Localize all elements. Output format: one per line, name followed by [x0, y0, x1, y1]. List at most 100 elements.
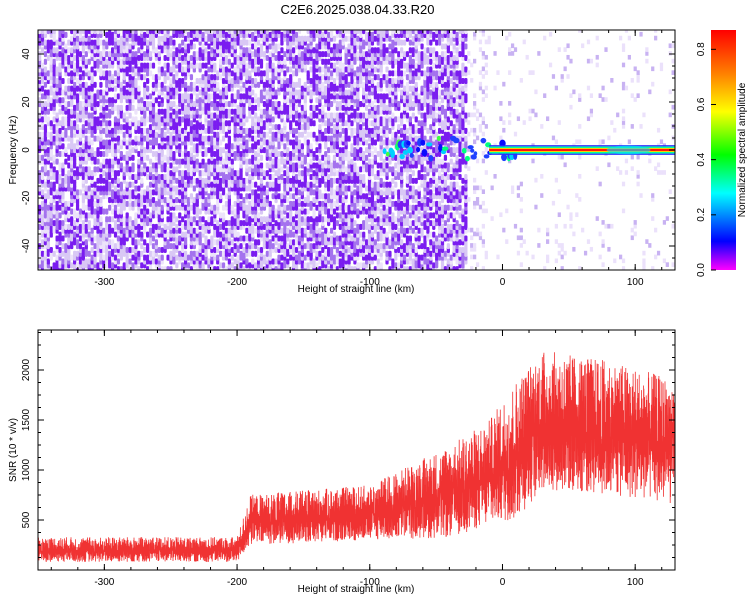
- spectrogram-cell: [227, 166, 231, 173]
- spectrogram-cell: [268, 239, 272, 246]
- spectrogram-cell: [329, 127, 334, 134]
- spectrogram-cell: [178, 108, 182, 115]
- spectrogram-cell: [344, 204, 348, 211]
- spectrogram-cell: [213, 74, 217, 81]
- spectrogram-cell: [303, 166, 307, 173]
- spectrogram-cell: [277, 204, 281, 211]
- spectrogram-cell: [64, 243, 68, 250]
- spectrogram-cell: [359, 223, 363, 230]
- spectrogram-cell: [201, 135, 205, 142]
- spectrogram-cell: [146, 85, 150, 92]
- spectrogram-cell: [55, 170, 59, 177]
- spectrogram-cell: [99, 51, 103, 58]
- spectrogram-cell: [341, 112, 345, 119]
- spectrogram-cell: [294, 127, 299, 134]
- spectrogram-cell: [178, 158, 182, 165]
- spectrogram-cell: [207, 43, 211, 50]
- spectrogram-cell: [344, 30, 348, 35]
- spectrogram-cell: [64, 158, 68, 165]
- spectrogram-cell: [52, 250, 56, 257]
- spectrogram-cell: [46, 39, 50, 46]
- spectrogram-cell: [219, 30, 223, 35]
- spectrogram-cell: [110, 227, 115, 234]
- spectrogram-cell: [303, 81, 307, 88]
- spectrogram-cell: [201, 150, 205, 157]
- spectrogram-cell: [192, 51, 196, 58]
- spectrogram-cell: [239, 30, 243, 35]
- spectrogram-cell: [283, 120, 287, 127]
- spectrogram-cell: [93, 39, 97, 46]
- spectrogram-cell: [251, 51, 255, 58]
- spectrogram-cell: [297, 139, 302, 146]
- spectrogram-cell: [277, 243, 281, 250]
- spectrogram-cell: [198, 97, 202, 104]
- spectrogram-cell: [178, 235, 182, 242]
- spectrogram-cell: [306, 35, 310, 42]
- spectrogram-cell: [186, 93, 191, 100]
- spectrogram-cell: [143, 189, 147, 196]
- spectrogram-cell: [169, 243, 173, 250]
- spectrogram-cell: [163, 266, 167, 270]
- spectrogram-cell: [102, 208, 106, 215]
- spectrogram-cell: [186, 31, 191, 38]
- spectrogram-cell: [192, 250, 196, 257]
- spectrogram-cell: [40, 131, 45, 138]
- spectrogram-cell: [256, 246, 261, 253]
- spectrogram-cell: [219, 193, 223, 200]
- spectrogram-cell: [154, 97, 159, 104]
- spectrogram-cell: [96, 262, 100, 269]
- spectrogram-cell: [84, 120, 88, 127]
- spectrogram-cell: [172, 166, 176, 173]
- spectrogram-cell: [134, 135, 138, 142]
- spectrogram-cell: [344, 174, 348, 181]
- spectrogram-cell: [221, 135, 226, 142]
- spectrogram-cell: [230, 116, 234, 123]
- spectrogram-cell: [143, 81, 147, 88]
- spectrogram-cell: [224, 131, 229, 138]
- spectrogram-cell: [128, 258, 132, 265]
- spectrogram-cell: [338, 212, 342, 219]
- spectrogram-cell: [254, 104, 258, 111]
- spectrogram-cell: [198, 231, 202, 238]
- spectrogram-cell: [312, 104, 316, 111]
- spectrogram-cell: [259, 162, 264, 169]
- spectrogram-cell: [268, 31, 272, 38]
- spectrogram-cell: [175, 70, 179, 77]
- spectrogram-cell: [265, 62, 269, 69]
- spectrogram-cell: [262, 197, 267, 204]
- spectrogram-cell: [289, 139, 293, 146]
- spectrogram-cell: [108, 120, 112, 127]
- spectrogram-cell: [175, 262, 179, 269]
- spectrogram-cell: [335, 66, 340, 73]
- spectrogram-cell: [259, 89, 264, 96]
- spectrogram-cell: [277, 193, 281, 200]
- spectrogram-cell: [55, 112, 59, 119]
- spectrogram-cell: [119, 124, 123, 131]
- spectrogram-cell: [67, 108, 71, 115]
- spectrogram-cell: [347, 135, 351, 142]
- spectrogram-cell: [318, 266, 322, 270]
- spectrogram-cell: [216, 239, 220, 246]
- spectrogram-cell: [146, 116, 150, 123]
- spectrogram-cell: [318, 189, 322, 196]
- spectrogram-cell: [262, 216, 267, 223]
- spectrogram-cell: [332, 189, 337, 196]
- spectrogram-cell: [146, 78, 150, 85]
- spectrogram-cell: [341, 197, 345, 204]
- spectrogram-cell: [178, 78, 182, 85]
- spectrogram-cell: [271, 258, 275, 265]
- spectrogram-cell: [271, 62, 275, 69]
- spectrogram-cell: [271, 193, 275, 200]
- spectrogram-cell: [38, 258, 42, 265]
- spectrogram-cell: [189, 81, 194, 88]
- spectrogram-cell: [239, 93, 243, 100]
- spectrogram-cell: [154, 200, 159, 207]
- spectrogram-cell: [318, 177, 322, 184]
- spectrogram-cell: [259, 246, 264, 253]
- spectrogram-cell: [52, 220, 56, 227]
- spectrogram-cell: [102, 158, 106, 165]
- spectrogram-cell: [67, 223, 71, 230]
- spectrogram-cell: [90, 227, 94, 234]
- spectrogram-cell: [166, 216, 170, 223]
- spectrogram-cell: [64, 116, 68, 123]
